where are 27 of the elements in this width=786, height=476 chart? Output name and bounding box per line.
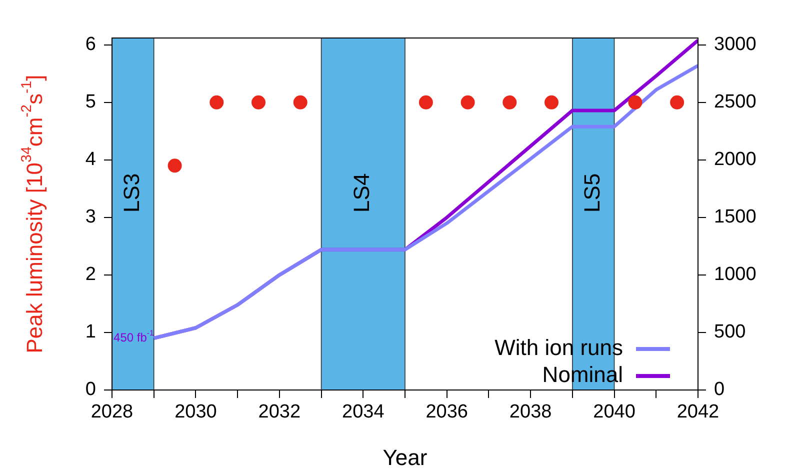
y-axis-title: Peak luminosity [1034cm-2s-1]	[19, 74, 48, 354]
y2-tick-label: 500	[714, 322, 746, 343]
y-tick-label: 6	[85, 34, 96, 56]
x-tick-label: 2042	[676, 402, 720, 423]
y2-tick-label: 1000	[714, 264, 756, 286]
y-tick-label: 3	[85, 206, 96, 228]
x-tick-label: 2030	[174, 402, 217, 423]
x-tick-label: 2028	[90, 402, 134, 423]
y2-tick-label: 3000	[714, 34, 756, 56]
y-tick-label: 4	[85, 149, 96, 170]
x-tick-label: 2034	[342, 402, 385, 423]
y2-tick-label: 2500	[714, 92, 756, 113]
y-tick-label: 0	[85, 379, 96, 400]
band-label: LS4	[349, 173, 374, 212]
x-tick-label: 2040	[593, 402, 636, 423]
x-tick-label: 2032	[258, 402, 301, 423]
x-tick-label: 2038	[509, 402, 552, 423]
y-tick-label: 1	[85, 322, 96, 343]
y2-tick-label: 2000	[714, 149, 756, 170]
x-axis-title: Year	[382, 444, 428, 470]
y2-tick-label: 1500	[714, 206, 756, 228]
y-tick-label: 2	[85, 264, 96, 286]
band-label: LS3	[118, 173, 144, 212]
x-tick-label: 2036	[426, 402, 468, 423]
y2-tick-label: 0	[714, 379, 725, 400]
band-label: LS5	[579, 173, 604, 212]
y-tick-label: 5	[85, 92, 96, 113]
